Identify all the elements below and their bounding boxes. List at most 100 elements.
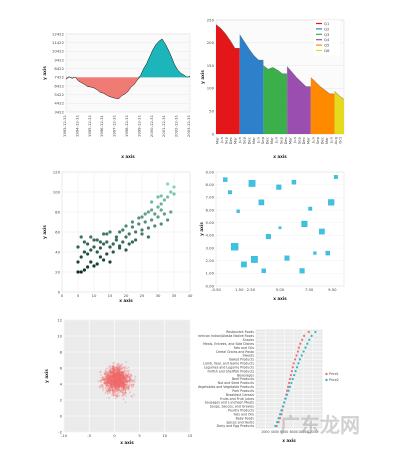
data-point: [122, 373, 125, 376]
data-point: [113, 384, 115, 386]
data-point: [112, 362, 115, 365]
data-point: [120, 382, 123, 385]
data-point: [114, 379, 116, 382]
data-point: [124, 384, 126, 387]
data-point: [111, 389, 114, 392]
data-point: [112, 376, 115, 379]
data-point: [120, 388, 123, 391]
data-point: [117, 379, 120, 382]
data-point: [126, 381, 129, 384]
data-point: [108, 382, 111, 385]
y-tick-label: 2: [60, 397, 63, 402]
data-point: [116, 368, 118, 370]
data-point: [112, 380, 115, 383]
data-point: [123, 366, 126, 369]
data-point: [111, 380, 114, 383]
data-point: [109, 374, 111, 377]
x-tick-label: Dec: [301, 137, 306, 144]
data-point: [116, 385, 118, 387]
data-point: [119, 379, 122, 381]
data-point: [103, 379, 106, 382]
category-label: American Indian/Alaska Native Foods: [198, 334, 254, 338]
data-point: [104, 388, 107, 391]
data-point: [108, 396, 110, 399]
y-tick-label: 9422: [54, 57, 64, 62]
data-point: [126, 385, 128, 387]
data-point: [115, 378, 118, 380]
data-point: [108, 387, 111, 390]
data-point: [126, 379, 129, 382]
data-point: [102, 379, 105, 381]
data-point: [106, 381, 109, 384]
data-point: [112, 392, 114, 395]
y-tick-label: 3.00: [206, 245, 215, 250]
data-point: [121, 371, 124, 374]
data-point: [125, 379, 128, 382]
y-tick-label: 100: [207, 86, 215, 91]
data-point: [110, 375, 113, 378]
square-marker: [325, 250, 330, 256]
data-point: [112, 373, 115, 376]
data-point: [104, 382, 107, 385]
data-point: [111, 373, 114, 375]
data-point: [117, 380, 119, 383]
data-point: [129, 377, 132, 380]
data-point: [117, 379, 120, 382]
area-series-q3: [263, 65, 288, 134]
data-point: [128, 388, 131, 391]
x-tick-label: Mar: [287, 137, 292, 145]
data-point: [117, 374, 120, 377]
data-point: [112, 386, 115, 389]
data-point: [110, 379, 113, 382]
data-point: [110, 378, 113, 381]
data-point: [112, 367, 115, 370]
data-point: [105, 384, 108, 387]
data-point: [120, 384, 123, 387]
data-point: [120, 366, 122, 369]
data-point: [124, 370, 127, 373]
data-point: [106, 376, 109, 379]
data-point: [114, 382, 117, 385]
data-point: [156, 195, 160, 199]
data-point: [108, 381, 110, 384]
data-point: [126, 374, 129, 377]
data-point: [123, 387, 126, 390]
data-point: [82, 268, 86, 272]
data-point: [116, 382, 119, 385]
data-point: [121, 378, 124, 380]
data-point: [100, 377, 103, 379]
data-point: [300, 354, 303, 357]
data-point: [115, 382, 117, 385]
data-point: [122, 388, 124, 391]
x-tick-label: Mar: [251, 137, 256, 145]
data-point: [108, 377, 111, 380]
data-point: [117, 378, 120, 381]
data-point: [104, 372, 107, 375]
data-point: [119, 377, 122, 379]
data-point: [112, 367, 115, 370]
data-point: [115, 382, 117, 384]
data-point: [115, 371, 118, 374]
data-point: [121, 379, 124, 382]
area-series-q1: [216, 24, 240, 135]
data-point: [291, 377, 294, 381]
data-point: [122, 372, 125, 374]
data-point: [110, 389, 113, 391]
data-point: [109, 386, 112, 389]
data-point: [119, 374, 122, 376]
data-point: [121, 366, 124, 369]
data-point: [112, 383, 114, 385]
data-point: [108, 379, 111, 381]
data-point: [123, 381, 126, 384]
data-point: [109, 392, 112, 394]
data-point: [118, 363, 121, 366]
data-point: [119, 380, 122, 383]
data-point: [115, 394, 118, 397]
data-point: [115, 385, 117, 388]
data-point: [115, 383, 118, 386]
y-axis-label: y axis: [200, 70, 205, 84]
x-tick-label: 15: [188, 433, 193, 438]
data-point: [113, 378, 116, 381]
legend-label: Q5: [324, 43, 330, 48]
data-point: [116, 382, 119, 384]
